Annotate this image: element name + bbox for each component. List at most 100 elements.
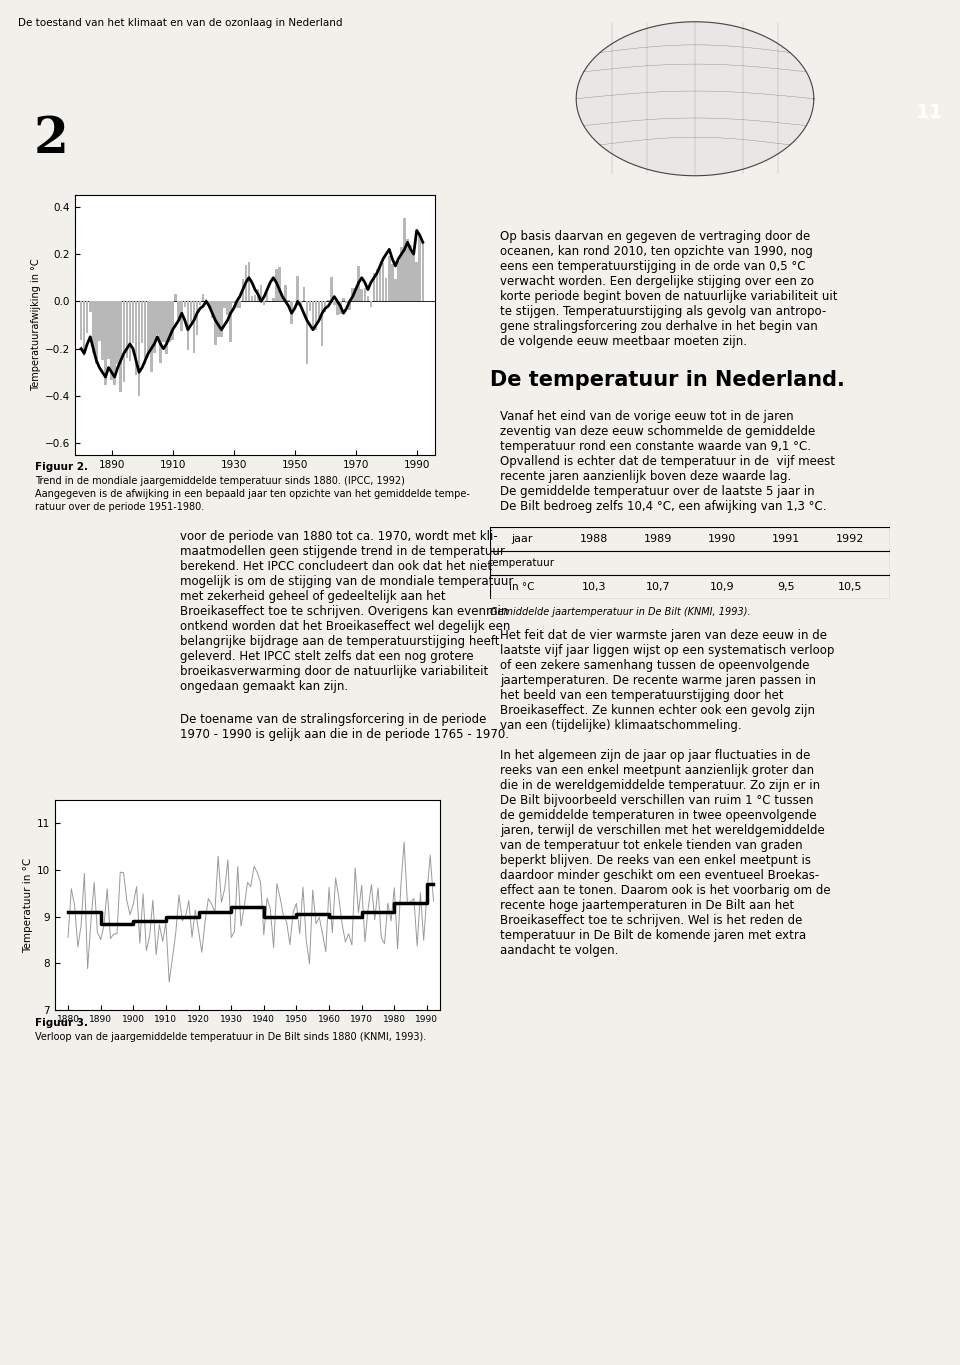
Bar: [421, 242, 424, 302]
Bar: [85, 302, 88, 333]
Bar: [406, 239, 409, 302]
Bar: [256, 289, 259, 302]
Bar: [346, 302, 348, 303]
Bar: [116, 302, 119, 363]
Bar: [108, 302, 109, 359]
Text: geleverd. Het IPCC stelt zelfs dat een nog grotere: geleverd. Het IPCC stelt zelfs dat een n…: [180, 650, 473, 663]
Text: De gemiddelde temperatuur over de laatste 5 jaar in: De gemiddelde temperatuur over de laatst…: [500, 485, 815, 498]
Bar: [336, 302, 339, 315]
Bar: [138, 302, 140, 396]
Bar: [382, 262, 384, 302]
Bar: [330, 277, 332, 302]
Text: Trend in de mondiale jaargemiddelde temperatuur sinds 1880. (IPCC, 1992): Trend in de mondiale jaargemiddelde temp…: [35, 476, 405, 486]
Text: ongedaan gemaakt kan zijn.: ongedaan gemaakt kan zijn.: [180, 680, 348, 693]
Bar: [308, 302, 311, 311]
Bar: [202, 293, 204, 302]
Text: Vanaf het eind van de vorige eeuw tot in de jaren: Vanaf het eind van de vorige eeuw tot in…: [500, 410, 794, 423]
Text: 1991: 1991: [772, 534, 800, 545]
Bar: [290, 302, 293, 324]
Bar: [227, 302, 228, 314]
Text: 11: 11: [916, 102, 943, 121]
Bar: [101, 302, 104, 359]
Text: ratuur over de periode 1951-1980.: ratuur over de periode 1951-1980.: [35, 502, 204, 512]
Text: maatmodellen geen stijgende trend in de temperatuur: maatmodellen geen stijgende trend in de …: [180, 545, 505, 558]
Text: 1990: 1990: [708, 534, 736, 545]
Bar: [342, 298, 345, 302]
Bar: [351, 288, 354, 302]
Text: 1989: 1989: [644, 534, 672, 545]
Bar: [196, 302, 199, 336]
Bar: [409, 246, 412, 302]
Bar: [178, 302, 180, 321]
Text: het beeld van een temperatuurstijging door het: het beeld van een temperatuurstijging do…: [500, 689, 783, 702]
Text: 2: 2: [34, 116, 68, 164]
Text: berekend. Het IPCC concludeert dan ook dat het niet: berekend. Het IPCC concludeert dan ook d…: [180, 560, 492, 573]
Bar: [302, 287, 305, 302]
Text: In het algemeen zijn de jaar op jaar fluctuaties in de: In het algemeen zijn de jaar op jaar flu…: [500, 749, 810, 762]
Bar: [204, 299, 207, 302]
Text: 10,9: 10,9: [709, 581, 734, 592]
Bar: [333, 302, 336, 306]
Text: 1970 - 1990 is gelijk aan die in de periode 1765 - 1970.: 1970 - 1990 is gelijk aan die in de peri…: [180, 728, 509, 741]
Bar: [391, 265, 394, 302]
Bar: [232, 302, 235, 303]
Bar: [242, 280, 244, 302]
Bar: [348, 302, 350, 310]
Text: Aangegeven is de afwijking in een bepaald jaar ten opzichte van het gemiddelde t: Aangegeven is de afwijking in een bepaal…: [35, 489, 469, 500]
Text: reeks van een enkel meetpunt aanzienlijk groter dan: reeks van een enkel meetpunt aanzienlijk…: [500, 764, 814, 777]
Bar: [123, 302, 125, 382]
Bar: [238, 302, 241, 308]
Bar: [263, 302, 266, 304]
Bar: [223, 302, 226, 307]
Bar: [413, 255, 415, 302]
Y-axis label: Temperatuurafwijking in °C: Temperatuurafwijking in °C: [31, 259, 40, 392]
Bar: [419, 236, 421, 302]
Text: de gemiddelde temperaturen in twee opeenvolgende: de gemiddelde temperaturen in twee opeen…: [500, 809, 817, 822]
Text: recente jaren aanzienlijk boven deze waarde lag.: recente jaren aanzienlijk boven deze waa…: [500, 470, 791, 483]
Text: Figuur 2.: Figuur 2.: [35, 461, 88, 472]
Text: van de temperatuur tot enkele tienden van graden: van de temperatuur tot enkele tienden va…: [500, 839, 803, 852]
Text: temperatuur rond een constante waarde van 9,1 °C.: temperatuur rond een constante waarde va…: [500, 440, 811, 453]
Text: De toename van de stralingsforcering in de periode: De toename van de stralingsforcering in …: [180, 713, 487, 726]
Text: Op basis daarvan en gegeven de vertraging door de: Op basis daarvan en gegeven de vertragin…: [500, 229, 810, 243]
Text: te stijgen. Temperatuurstijging als gevolg van antropo-: te stijgen. Temperatuurstijging als gevo…: [500, 304, 827, 318]
Bar: [110, 302, 113, 379]
Bar: [147, 302, 150, 352]
Bar: [372, 273, 375, 302]
Bar: [144, 302, 147, 364]
Bar: [388, 257, 391, 302]
Bar: [379, 266, 381, 302]
Bar: [281, 298, 284, 302]
Bar: [367, 296, 370, 302]
Text: 9,5: 9,5: [778, 581, 795, 592]
Bar: [235, 302, 238, 307]
Bar: [168, 302, 171, 341]
Bar: [217, 302, 220, 337]
Text: in °C: in °C: [509, 581, 535, 592]
Bar: [180, 302, 183, 330]
Text: jaren, terwijl de verschillen met het wereldgemiddelde: jaren, terwijl de verschillen met het we…: [500, 824, 825, 837]
Polygon shape: [576, 22, 814, 176]
Text: van een (tijdelijke) klimaatschommeling.: van een (tijdelijke) klimaatschommeling.: [500, 719, 742, 732]
Bar: [297, 276, 299, 302]
Bar: [251, 296, 253, 302]
Bar: [98, 302, 101, 341]
Text: jaar: jaar: [512, 534, 533, 545]
Bar: [272, 298, 275, 302]
Bar: [214, 302, 217, 345]
Text: die in de wereldgemiddelde temperatuur. Zo zijn er in: die in de wereldgemiddelde temperatuur. …: [500, 779, 820, 792]
Text: laatste vijf jaar liggen wijst op een systematisch verloop: laatste vijf jaar liggen wijst op een sy…: [500, 644, 834, 657]
Bar: [354, 288, 357, 302]
Text: jaartemperaturen. De recente warme jaren passen in: jaartemperaturen. De recente warme jaren…: [500, 674, 816, 687]
Text: Verloop van de jaargemiddelde temperatuur in De Bilt sinds 1880 (KNMI, 1993).: Verloop van de jaargemiddelde temperatuu…: [35, 1032, 426, 1041]
Text: temperatuur: temperatuur: [489, 558, 555, 568]
Bar: [385, 277, 388, 302]
Bar: [403, 218, 406, 302]
Bar: [156, 302, 158, 334]
Text: 1992: 1992: [836, 534, 864, 545]
Bar: [199, 302, 202, 306]
Bar: [141, 302, 143, 343]
Bar: [83, 302, 85, 356]
Text: Gemiddelde jaartemperatuur in De Bilt (KNMI, 1993).: Gemiddelde jaartemperatuur in De Bilt (K…: [490, 607, 751, 617]
Text: 10,5: 10,5: [838, 581, 862, 592]
